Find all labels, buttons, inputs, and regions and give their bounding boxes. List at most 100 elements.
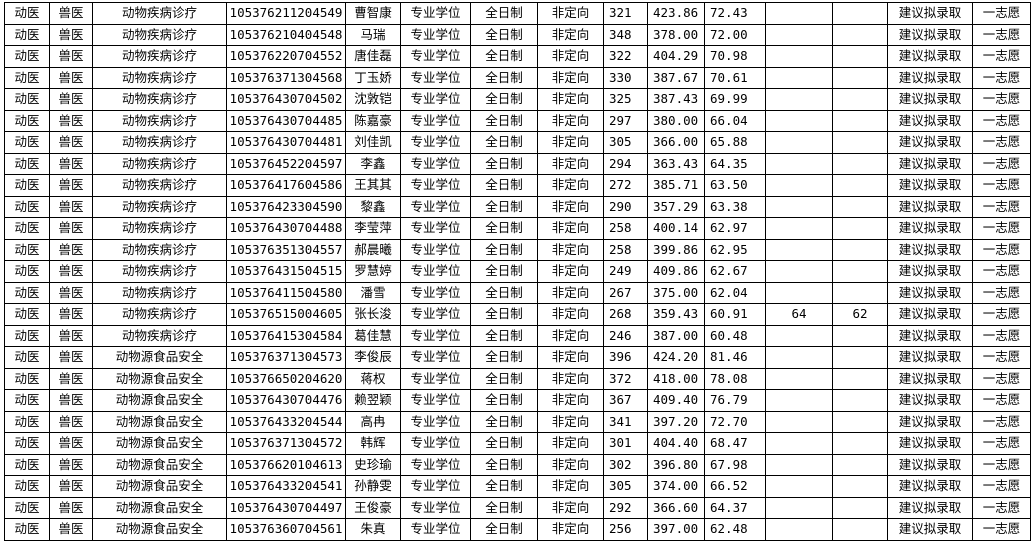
cell-initial-score: 249 [603,260,648,283]
cell-candidate-id: 105376430704485 [226,109,346,132]
cell-admission-status: 建议拟录取 [887,518,973,541]
cell-extra-score-1 [765,195,833,218]
cell-extra-score-1 [765,152,833,175]
cell-name: 朱真 [345,518,401,541]
cell-extra-score-2 [832,367,888,390]
cell-direction: 动物疾病诊疗 [92,66,227,89]
cell-admission-status: 建议拟录取 [887,281,973,304]
cell-degree-type: 专业学位 [400,109,471,132]
cell-extra-score-2 [832,2,888,25]
cell-extra-score-2 [832,453,888,476]
cell-study-mode: 全日制 [470,109,538,132]
cell-admission-status: 建议拟录取 [887,475,973,498]
cell-degree-type: 专业学位 [400,23,471,46]
cell-extra-score-2 [832,131,888,154]
cell-admission-status: 建议拟录取 [887,432,973,455]
cell-initial-score: 267 [603,281,648,304]
cell-study-mode: 全日制 [470,66,538,89]
table-row: 动医 兽医 动物源食品安全 105376371304572 韩辉 专业学位 全日制 非定向 30… [4,432,1031,455]
table-row: 动医 兽医 动物疾病诊疗 105376431504515 罗慧婷 专业学位 全日制 非定向 24… [4,260,1031,283]
cell-initial-score: 322 [603,45,648,68]
cell-degree-type: 专业学位 [400,2,471,25]
cell-initial-score: 305 [603,475,648,498]
cell-degree-type: 专业学位 [400,518,471,541]
cell-extra-score-2 [832,281,888,304]
cell-weighted-score: 374.00 [647,475,705,498]
cell-name: 张长浚 [345,303,401,326]
cell-admission-status: 建议拟录取 [887,131,973,154]
cell-admission-status: 建议拟录取 [887,174,973,197]
cell-extra-score-2 [832,346,888,369]
cell-total-score: 70.98 [704,45,766,68]
cell-choice: 一志愿 [972,2,1031,25]
cell-weighted-score: 397.00 [647,518,705,541]
cell-discipline: 兽医 [49,475,93,498]
cell-study-mode: 全日制 [470,238,538,261]
table-row: 动医 兽医 动物源食品安全 105376620104613 史珍瑜 专业学位 全日制 非定向 3… [4,453,1031,476]
table-row: 动医 兽医 动物源食品安全 105376433204544 高冉 专业学位 全日制 非定向 34… [4,410,1031,433]
cell-study-mode: 全日制 [470,174,538,197]
cell-initial-score: 372 [603,367,648,390]
cell-choice: 一志愿 [972,217,1031,240]
cell-name: 孙静雯 [345,475,401,498]
cell-extra-score-2 [832,66,888,89]
cell-discipline: 兽医 [49,346,93,369]
cell-total-score: 72.43 [704,2,766,25]
cell-college: 动医 [4,496,50,519]
cell-candidate-id: 105376433204541 [226,475,346,498]
cell-degree-type: 专业学位 [400,238,471,261]
cell-discipline: 兽医 [49,324,93,347]
cell-discipline: 兽医 [49,152,93,175]
cell-total-score: 62.95 [704,238,766,261]
cell-extra-score-2 [832,475,888,498]
cell-name: 赖翌颖 [345,389,401,412]
cell-initial-score: 367 [603,389,648,412]
cell-total-score: 64.37 [704,496,766,519]
cell-discipline: 兽医 [49,88,93,111]
cell-name: 韩辉 [345,432,401,455]
cell-discipline: 兽医 [49,238,93,261]
table-row: 动医 兽医 动物源食品安全 105376433204541 孙静雯 专业学位 全日制 非定向 3… [4,475,1031,498]
table-row: 动医 兽医 动物疾病诊疗 105376220704552 唐佳磊 专业学位 全日制 非定向 32… [4,45,1031,68]
cell-candidate-id: 105376430704476 [226,389,346,412]
cell-orientation: 非定向 [537,238,604,261]
cell-initial-score: 268 [603,303,648,326]
cell-total-score: 62.04 [704,281,766,304]
cell-college: 动医 [4,45,50,68]
cell-choice: 一志愿 [972,131,1031,154]
table-row: 动医 兽医 动物疾病诊疗 105376423304590 黎鑫 专业学位 全日制 非定向 290… [4,195,1031,218]
cell-college: 动医 [4,367,50,390]
table-body: 动医 兽医 动物疾病诊疗 105376211204549 曹智康 专业学位 全日制 非定向 32… [4,2,1031,541]
cell-choice: 一志愿 [972,45,1031,68]
cell-orientation: 非定向 [537,432,604,455]
cell-admission-status: 建议拟录取 [887,410,973,433]
cell-college: 动医 [4,88,50,111]
cell-initial-score: 341 [603,410,648,433]
cell-extra-score-1 [765,518,833,541]
cell-choice: 一志愿 [972,432,1031,455]
cell-initial-score: 272 [603,174,648,197]
cell-orientation: 非定向 [537,410,604,433]
cell-total-score: 62.67 [704,260,766,283]
cell-name: 曹智康 [345,2,401,25]
cell-study-mode: 全日制 [470,2,538,25]
cell-study-mode: 全日制 [470,88,538,111]
cell-orientation: 非定向 [537,152,604,175]
cell-discipline: 兽医 [49,518,93,541]
cell-college: 动医 [4,66,50,89]
cell-name: 丁玉娇 [345,66,401,89]
cell-college: 动医 [4,410,50,433]
table-row: 动医 兽医 动物源食品安全 105376430704476 赖翌颖 专业学位 全日制 非定向 3… [4,389,1031,412]
cell-extra-score-1 [765,174,833,197]
cell-study-mode: 全日制 [470,432,538,455]
cell-extra-score-1 [765,496,833,519]
cell-extra-score-2 [832,496,888,519]
cell-orientation: 非定向 [537,174,604,197]
cell-candidate-id: 105376371304568 [226,66,346,89]
cell-initial-score: 256 [603,518,648,541]
cell-admission-status: 建议拟录取 [887,238,973,261]
cell-choice: 一志愿 [972,195,1031,218]
cell-candidate-id: 105376211204549 [226,2,346,25]
cell-initial-score: 302 [603,453,648,476]
cell-extra-score-2: 62 [832,303,888,326]
